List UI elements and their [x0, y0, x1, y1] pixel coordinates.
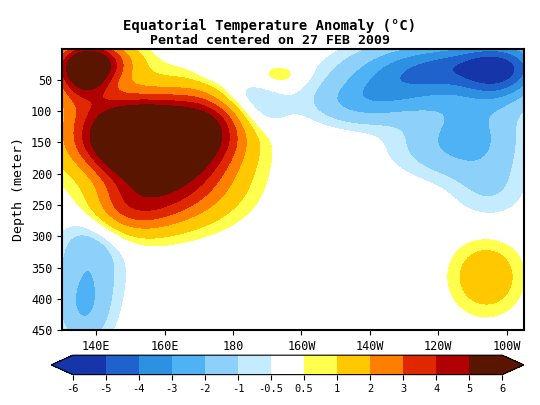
Y-axis label: Depth (meter): Depth (meter): [12, 137, 25, 241]
Text: Pentad centered on 27 FEB 2009: Pentad centered on 27 FEB 2009: [150, 34, 390, 47]
Text: Equatorial Temperature Anomaly (°C): Equatorial Temperature Anomaly (°C): [124, 19, 416, 33]
PathPatch shape: [51, 355, 73, 375]
PathPatch shape: [502, 355, 524, 375]
